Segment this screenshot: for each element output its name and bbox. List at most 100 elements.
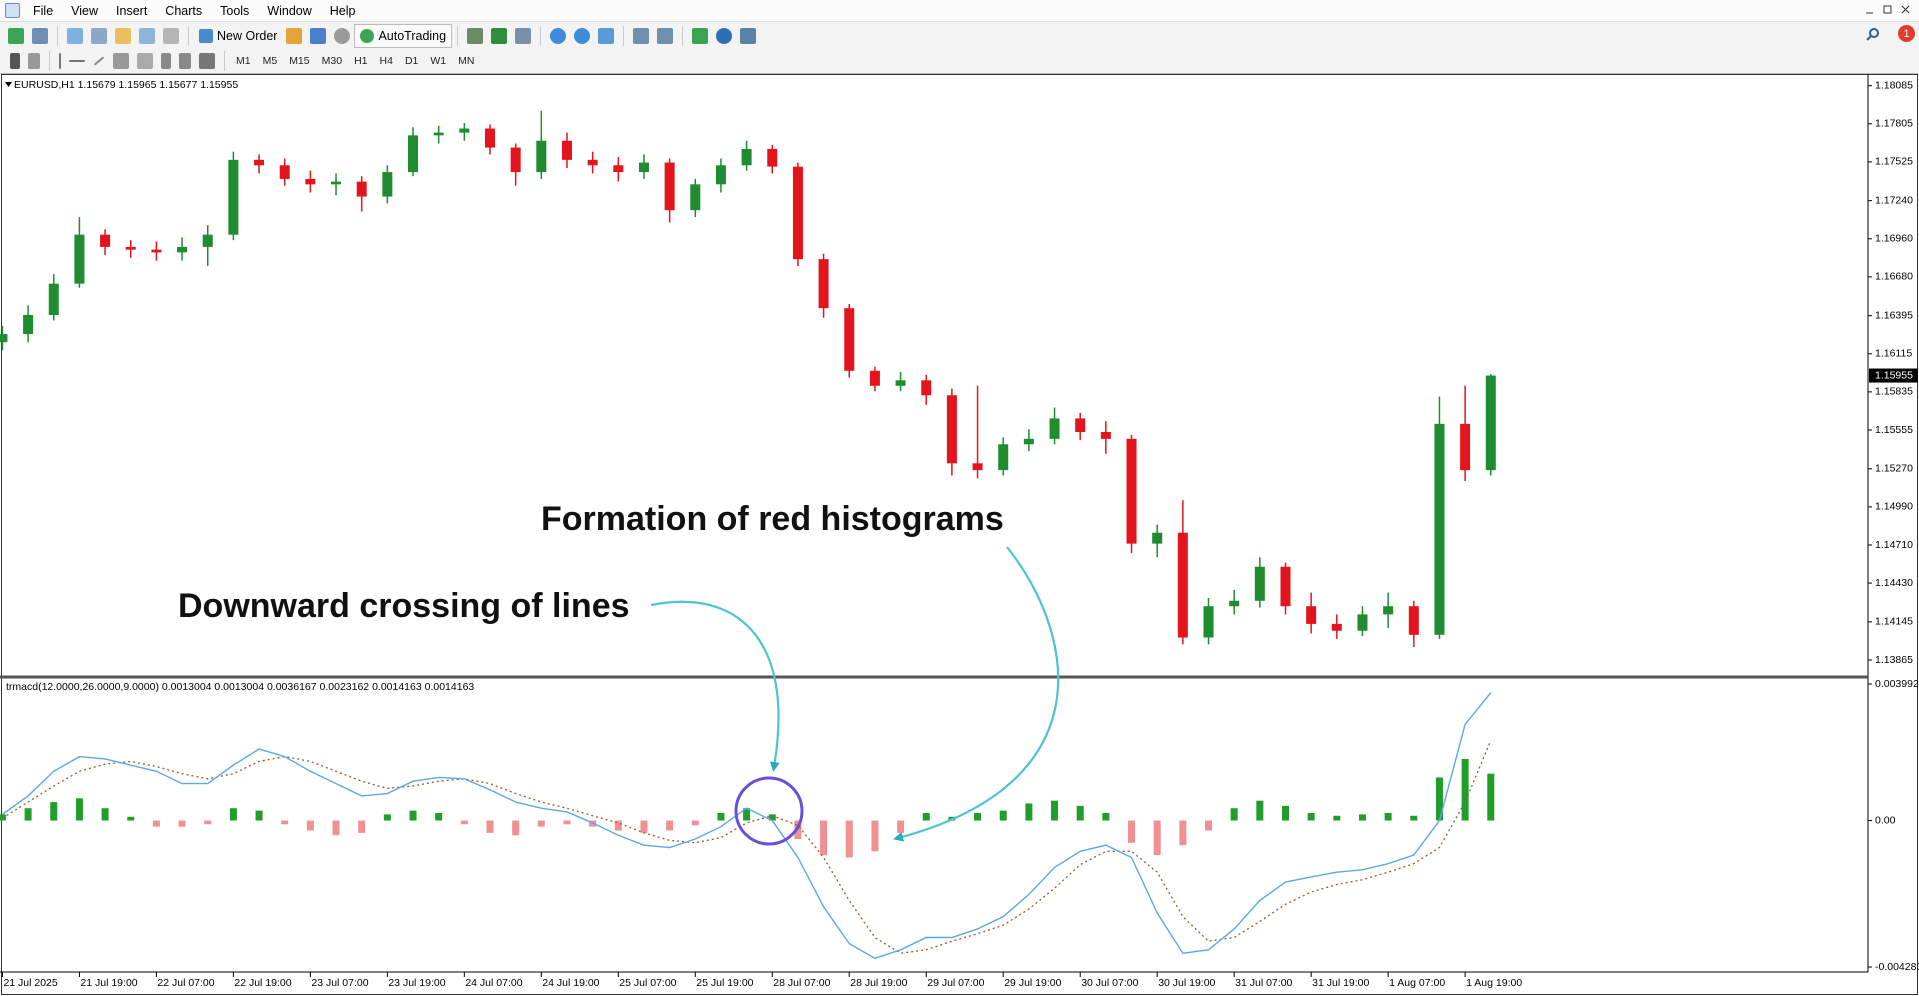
candle-body bbox=[1126, 438, 1137, 544]
candle-body bbox=[1100, 432, 1111, 439]
tester-button[interactable] bbox=[163, 27, 179, 44]
data-window-button[interactable] bbox=[91, 27, 107, 44]
y-tick-label: 0.00 bbox=[1875, 814, 1896, 826]
new-chart-button[interactable] bbox=[8, 27, 24, 44]
menu-item[interactable]: Window bbox=[267, 3, 312, 18]
candle-body bbox=[741, 148, 752, 166]
chart-border bbox=[1, 74, 1918, 995]
y-tick-label: 1.15555 bbox=[1875, 424, 1913, 436]
timeframe-button[interactable]: M5 bbox=[262, 55, 278, 67]
new-order-icon bbox=[199, 28, 213, 43]
candle-body bbox=[0, 334, 8, 343]
candle-body bbox=[1203, 606, 1214, 638]
candle-body bbox=[305, 178, 316, 185]
histogram-bar bbox=[409, 810, 417, 821]
candle-body bbox=[382, 172, 393, 197]
candle-body bbox=[792, 166, 803, 260]
zoom-out-button[interactable] bbox=[574, 27, 591, 44]
vline-tool[interactable] bbox=[59, 53, 61, 69]
timeframe-button[interactable]: D1 bbox=[404, 55, 419, 67]
window-controls[interactable] bbox=[1862, 3, 1918, 17]
histogram-bar bbox=[1487, 773, 1495, 821]
histogram-bar bbox=[1281, 805, 1289, 821]
candle-body bbox=[921, 380, 932, 396]
candle-body bbox=[100, 234, 111, 247]
histogram-bar bbox=[922, 813, 930, 821]
zoom-in-button[interactable] bbox=[550, 27, 567, 44]
menu-item[interactable]: Tools bbox=[220, 3, 250, 18]
autotrading-label: AutoTrading bbox=[378, 28, 447, 43]
indicators-button[interactable] bbox=[692, 27, 709, 44]
separator bbox=[682, 25, 684, 46]
timeframe-button[interactable]: M1 bbox=[236, 55, 251, 67]
chart-shift-button[interactable] bbox=[657, 27, 674, 44]
terminal-button[interactable] bbox=[139, 27, 155, 44]
menu-item[interactable]: Help bbox=[329, 3, 356, 18]
tile-button[interactable] bbox=[598, 27, 615, 44]
templates-button[interactable] bbox=[740, 27, 757, 44]
timeframe-button[interactable]: M15 bbox=[289, 55, 310, 67]
histogram-bar bbox=[1128, 820, 1136, 843]
experts-button[interactable] bbox=[310, 27, 327, 44]
autotrading-button[interactable]: AutoTrading bbox=[354, 23, 453, 48]
histogram-bar bbox=[435, 813, 443, 821]
candle-body bbox=[48, 283, 59, 315]
symbol-menu-icon[interactable] bbox=[5, 82, 12, 87]
candle-body bbox=[972, 463, 983, 471]
hline-tool[interactable] bbox=[69, 60, 85, 62]
candle-chart-button[interactable] bbox=[491, 27, 508, 44]
y-tick-label: 1.16680 bbox=[1875, 271, 1913, 283]
timeframe-button[interactable]: MN bbox=[458, 55, 475, 67]
y-tick-label: 1.16395 bbox=[1875, 309, 1913, 321]
histogram-bar bbox=[1205, 820, 1213, 831]
candle-body bbox=[587, 159, 598, 166]
new-order-button[interactable]: New Order bbox=[194, 25, 282, 47]
candle-body bbox=[151, 249, 162, 253]
histogram-bar bbox=[512, 820, 520, 836]
y-tick-label: 1.17525 bbox=[1875, 156, 1913, 168]
signals-button[interactable] bbox=[334, 27, 351, 44]
separator bbox=[540, 25, 542, 46]
chart-background bbox=[0, 74, 1919, 996]
menu-item[interactable]: View bbox=[71, 3, 99, 18]
periods-button[interactable] bbox=[716, 27, 733, 44]
candle-body bbox=[818, 259, 829, 309]
crosshair-tool[interactable] bbox=[28, 53, 40, 69]
candle-body bbox=[1049, 418, 1060, 439]
candle-body bbox=[715, 165, 726, 185]
candle-body bbox=[1408, 606, 1419, 635]
timeframe-button[interactable]: H4 bbox=[379, 55, 393, 67]
channel-tool[interactable] bbox=[113, 53, 129, 69]
y-tick-label: 1.13865 bbox=[1875, 654, 1913, 666]
search-button[interactable] bbox=[1865, 27, 1881, 43]
histogram-bar bbox=[358, 820, 366, 833]
annotation: Downward crossing of lines bbox=[178, 587, 630, 625]
bar-chart-button[interactable] bbox=[467, 27, 484, 44]
timeframe-button[interactable]: M30 bbox=[321, 55, 343, 67]
cursor-tool[interactable] bbox=[10, 53, 20, 69]
line-chart-button[interactable] bbox=[515, 27, 532, 44]
y-tick-label: 1.14990 bbox=[1875, 501, 1913, 513]
menu-item[interactable]: Charts bbox=[165, 3, 203, 18]
histogram-bar bbox=[1333, 815, 1341, 821]
profiles-button[interactable] bbox=[32, 27, 48, 44]
fibo-tool[interactable] bbox=[137, 53, 153, 69]
navigator-button[interactable] bbox=[115, 27, 131, 44]
timeframe-button[interactable]: W1 bbox=[430, 55, 447, 67]
metaeditor-button[interactable] bbox=[286, 27, 303, 44]
autoscroll-button[interactable] bbox=[633, 27, 650, 44]
timeframe-button[interactable]: H1 bbox=[354, 55, 368, 67]
trendline-tool[interactable] bbox=[93, 56, 105, 66]
histogram-bar bbox=[101, 808, 109, 821]
menu-item[interactable]: File bbox=[33, 3, 54, 18]
arrows-tool[interactable] bbox=[199, 53, 215, 69]
x-tick-label: 21 Jul 2025 bbox=[3, 977, 57, 989]
text-tool[interactable] bbox=[161, 53, 171, 69]
histogram-bar bbox=[974, 813, 982, 821]
label-tool[interactable] bbox=[179, 53, 191, 69]
notification-badge[interactable]: 1 bbox=[1898, 25, 1915, 42]
menu-item[interactable]: Insert bbox=[116, 3, 148, 18]
y-tick-label: -0.004283 bbox=[1875, 961, 1919, 973]
market-watch-button[interactable] bbox=[67, 27, 83, 44]
histogram-bar bbox=[383, 814, 391, 821]
